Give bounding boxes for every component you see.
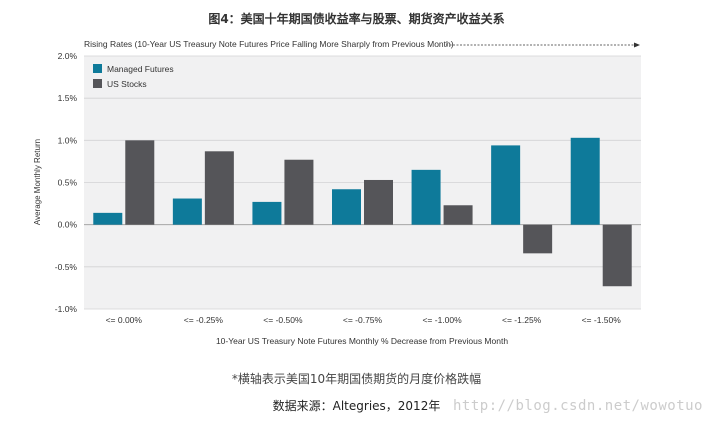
bar-chart: Rising Rates (10-Year US Treasury Note F…: [33, 39, 641, 346]
y-tick-label: -0.5%: [55, 262, 78, 272]
footnote: *横轴表示美国10年期国债期货的月度价格跌幅: [231, 372, 482, 386]
bar-us-stocks: [602, 224, 632, 287]
x-tick-label: <= -0.75%: [343, 315, 383, 325]
bar-us-stocks: [284, 159, 314, 225]
chart-title: Rising Rates (10-Year US Treasury Note F…: [84, 39, 454, 49]
bar-us-stocks: [443, 205, 473, 225]
figure-title: 图4：美国十年期国债收益率与股票、期货资产收益关系: [208, 12, 505, 26]
bar-managed-futures: [570, 137, 600, 225]
bar-us-stocks: [523, 224, 553, 254]
y-tick-label: 0.0%: [58, 220, 78, 230]
x-axis-label: 10-Year US Treasury Note Futures Monthly…: [216, 336, 508, 346]
legend-label: Managed Futures: [107, 64, 174, 74]
bar-us-stocks: [364, 179, 393, 225]
source-note: 数据来源：Altegries，2012年: [272, 399, 441, 413]
y-axis-ticks: 2.0% 1.5% 1.0% 0.5% 0.0% -0.5% -1.0%: [55, 51, 78, 314]
x-tick-label: <= -1.00%: [422, 315, 462, 325]
bar-managed-futures: [491, 145, 521, 225]
x-axis-ticks: <= 0.00% <= -0.25% <= -0.50% <= -0.75% <= -1…: [106, 315, 622, 325]
gridlines: [84, 55, 641, 310]
bar-us-stocks: [125, 140, 155, 225]
legend-swatch: [93, 64, 102, 73]
chart-title-arrowhead: [634, 42, 640, 48]
y-tick-label: 1.0%: [58, 135, 78, 145]
y-tick-label: 0.5%: [58, 178, 78, 188]
bar-managed-futures: [172, 198, 202, 225]
x-tick-label: <= -0.25%: [184, 315, 224, 325]
legend: Managed Futures US Stocks: [93, 64, 174, 89]
x-tick-label: <= -0.50%: [263, 315, 303, 325]
y-tick-label: -1.0%: [55, 304, 78, 314]
bar-managed-futures: [93, 212, 123, 225]
x-tick-label: <= -1.50%: [582, 315, 622, 325]
watermark: http://blog.csdn.net/wowotuo: [452, 398, 703, 414]
y-axis-label: Average Monthly Return: [33, 139, 42, 225]
x-tick-label: <= -1.25%: [502, 315, 542, 325]
legend-label: US Stocks: [107, 79, 147, 89]
y-tick-label: 2.0%: [58, 51, 78, 61]
bar-managed-futures: [411, 169, 441, 225]
bar-managed-futures: [252, 201, 282, 225]
x-tick-label: <= 0.00%: [106, 315, 143, 325]
bar-us-stocks: [204, 151, 234, 225]
bar-managed-futures: [332, 189, 361, 225]
legend-swatch: [93, 79, 102, 88]
y-tick-label: 1.5%: [58, 93, 78, 103]
bars: [93, 137, 632, 287]
